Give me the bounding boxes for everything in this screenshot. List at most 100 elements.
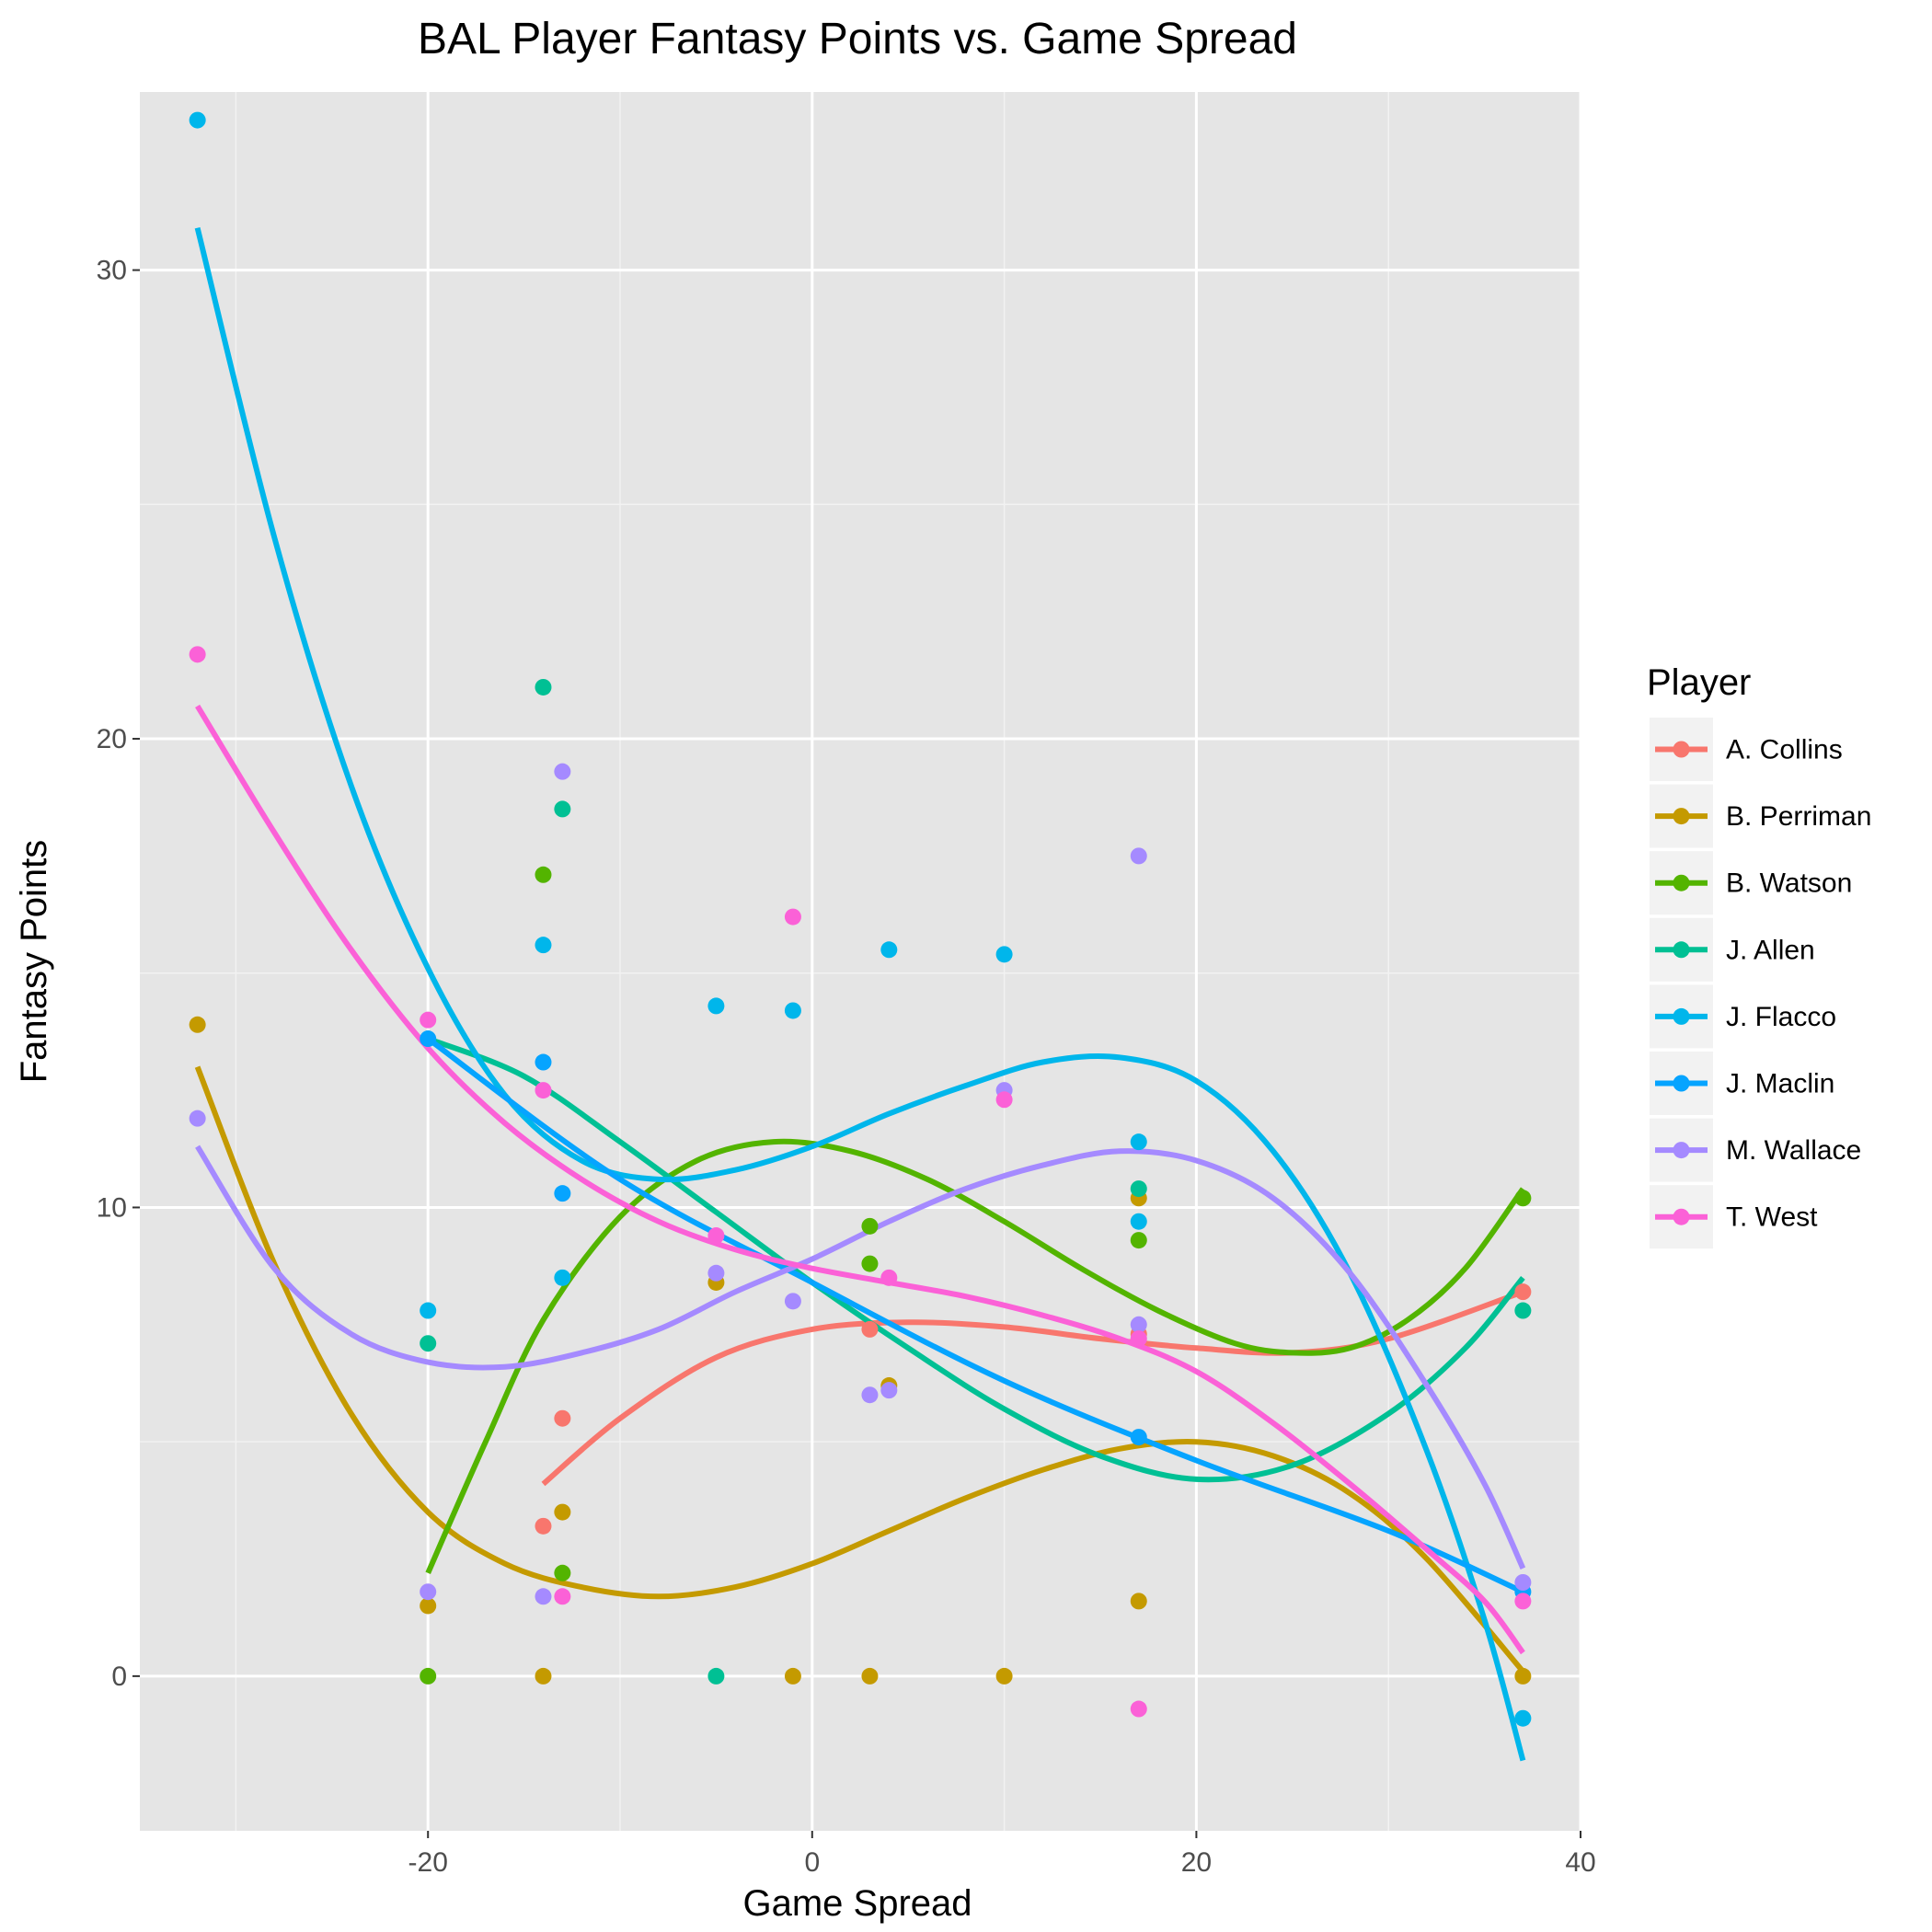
data-point — [1130, 847, 1147, 865]
data-point — [1130, 1133, 1147, 1151]
data-point — [420, 1302, 437, 1319]
x-tick-label: 40 — [1565, 1847, 1595, 1878]
data-point — [861, 1255, 879, 1272]
data-point — [1130, 1700, 1147, 1718]
data-point — [784, 1667, 801, 1685]
data-point — [554, 1409, 571, 1427]
trend-line — [425, 1138, 1525, 1575]
data-point — [554, 1503, 571, 1521]
x-tick-label: -20 — [408, 1847, 448, 1878]
legend-label: J. Allen — [1726, 935, 1815, 965]
data-point — [189, 1016, 206, 1033]
legend-label: M. Wallace — [1726, 1135, 1861, 1166]
data-point — [420, 1667, 437, 1685]
data-point — [535, 1517, 552, 1535]
data-point — [535, 1588, 552, 1605]
data-point — [1514, 1667, 1532, 1685]
y-tick-label: 20 — [97, 724, 127, 754]
data-point — [554, 1185, 571, 1202]
trend-line — [194, 226, 1526, 1762]
legend-key-point — [1673, 1208, 1690, 1225]
legend-key-point — [1673, 1075, 1690, 1092]
data-point — [995, 1091, 1013, 1109]
legend-label: J. Maclin — [1726, 1069, 1834, 1099]
legend-key-point — [1673, 874, 1690, 891]
data-point — [535, 1667, 552, 1685]
data-point — [535, 1053, 552, 1071]
data-point — [1130, 1232, 1147, 1249]
data-point — [784, 1002, 801, 1019]
legend-label: A. Collins — [1726, 735, 1843, 765]
legend-item: J. Maclin — [1650, 1052, 1834, 1115]
x-tick-label: 20 — [1181, 1847, 1212, 1878]
data-point — [535, 678, 552, 696]
data-point — [1514, 1709, 1532, 1727]
y-axis-title: Fantasy Points — [14, 840, 54, 1084]
data-point — [861, 1667, 879, 1685]
data-point — [189, 1110, 206, 1127]
y-axis: 0 10 20 30 — [97, 256, 140, 1692]
legend-item: J. Flacco — [1650, 984, 1836, 1049]
chart-title: BAL Player Fantasy Points vs. Game Sprea… — [418, 15, 1297, 63]
data-point — [554, 800, 571, 818]
plot-background — [140, 92, 1581, 1831]
data-point — [1130, 1593, 1147, 1610]
legend-title: Player — [1647, 662, 1751, 703]
legend-item: T. West — [1650, 1185, 1818, 1249]
data-point — [554, 763, 571, 780]
data-point — [420, 1011, 437, 1029]
data-point — [784, 908, 801, 926]
data-point — [1514, 1593, 1532, 1610]
y-tick-label: 10 — [97, 1192, 127, 1223]
data-point — [861, 1386, 879, 1404]
x-axis-title: Game Spread — [742, 1883, 972, 1924]
data-point — [1130, 1180, 1147, 1198]
data-point — [995, 946, 1013, 963]
data-point — [535, 937, 552, 954]
x-axis: -20 0 20 40 — [408, 1831, 1596, 1878]
data-point — [420, 1335, 437, 1352]
trend-line — [427, 1036, 1525, 1483]
legend-label: B. Perriman — [1726, 801, 1871, 832]
data-point — [420, 1583, 437, 1601]
y-tick-label: 30 — [97, 256, 127, 286]
legend-item: B. Perriman — [1650, 784, 1871, 848]
data-point — [707, 1227, 725, 1245]
data-point — [554, 1269, 571, 1286]
legend-items: A. Collins B. Perriman B. Watson J. Allen J.… — [1650, 718, 1871, 1249]
data-point — [535, 866, 552, 883]
data-point — [880, 941, 898, 959]
data-point — [784, 1293, 801, 1310]
data-point — [420, 1597, 437, 1615]
data-point — [554, 1588, 571, 1605]
data-point — [707, 997, 725, 1015]
legend-key-point — [1673, 808, 1690, 825]
data-point — [535, 1082, 552, 1099]
grid-major — [140, 92, 1582, 1831]
legend-key-point — [1673, 1142, 1690, 1159]
y-tick-label: 0 — [111, 1662, 127, 1692]
data-point — [861, 1217, 879, 1235]
legend-key-point — [1673, 1007, 1690, 1025]
legend-item: J. Allen — [1650, 917, 1815, 982]
data-points — [189, 111, 1532, 1727]
trend-lines — [194, 226, 1526, 1762]
data-point — [880, 1269, 898, 1286]
data-point — [880, 1382, 898, 1399]
data-point — [420, 1030, 437, 1048]
data-point — [1514, 1302, 1532, 1319]
data-point — [1514, 1283, 1532, 1301]
legend-item: A. Collins — [1650, 718, 1843, 781]
trend-line — [426, 1036, 1524, 1594]
data-point — [1514, 1190, 1532, 1207]
data-point — [861, 1320, 879, 1338]
legend-item: M. Wallace — [1650, 1118, 1861, 1182]
data-point — [1130, 1429, 1147, 1446]
legend-label: B. Watson — [1726, 868, 1852, 899]
trend-line — [195, 704, 1525, 1655]
data-point — [995, 1667, 1013, 1685]
trend-line — [195, 1144, 1526, 1570]
data-point — [1130, 1316, 1147, 1333]
data-point — [554, 1564, 571, 1581]
